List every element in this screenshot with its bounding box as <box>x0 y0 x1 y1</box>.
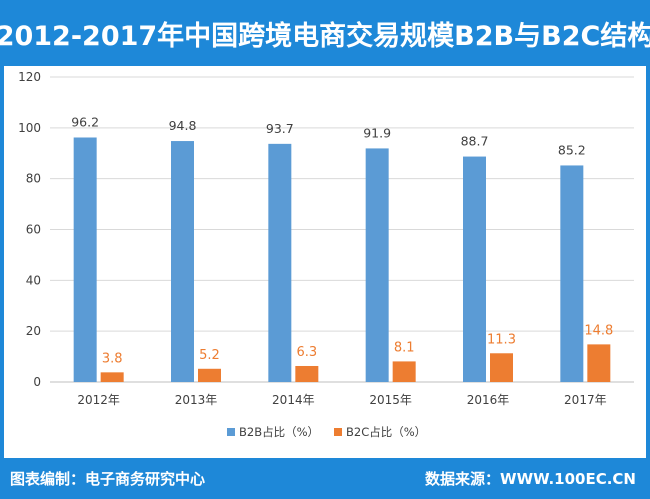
data-label-b2c: 3.8 <box>102 351 123 366</box>
data-label-b2c: 14.8 <box>584 323 613 338</box>
legend-label-b2b: B2B占比（%） <box>239 425 319 439</box>
y-tick-label: 80 <box>26 172 41 186</box>
bar-b2b-3 <box>365 148 389 382</box>
bar-b2b-1 <box>171 141 194 382</box>
data-label-b2b: 85.2 <box>558 142 586 157</box>
y-tick-label: 100 <box>18 121 41 135</box>
gridlines <box>50 76 634 383</box>
title-banner: 2012-2017年中国跨境电商交易规模B2B与B2C结构 <box>0 0 650 66</box>
x-tick-label: 2014年 <box>272 393 315 407</box>
legend: B2B占比（%） B2C占比（%） <box>227 425 426 439</box>
y-tick-label: 20 <box>26 324 41 338</box>
x-tick-label: 2016年 <box>467 393 510 407</box>
x-tick-label: 2017年 <box>564 393 607 407</box>
bar-b2c-3 <box>392 361 416 382</box>
y-tick-label: 40 <box>26 273 41 287</box>
data-label-b2b: 91.9 <box>363 125 391 140</box>
legend-swatch-b2b <box>227 428 235 436</box>
bar-chart: 0 20 40 60 80 100 120 96.2 3.8 94.8 5.2 93.7 6.3 91.… <box>18 70 634 439</box>
y-tick-label: 60 <box>26 223 41 237</box>
data-label-b2b: 94.8 <box>169 118 197 133</box>
chart-title: 2012-2017年中国跨境电商交易规模B2B与B2C结构 <box>0 20 650 52</box>
y-axis-ticks: 0 20 40 60 80 100 120 <box>18 70 41 389</box>
data-label-b2c: 5.2 <box>199 348 220 363</box>
bar-b2b-2 <box>268 143 292 382</box>
bar-b2c-4 <box>490 353 513 382</box>
data-label-b2c: 6.3 <box>296 345 317 360</box>
bar-b2b-4 <box>463 156 486 382</box>
footer-bar: 图表编制：电子商务研究中心 数据来源：WWW.100EC.CN <box>0 458 650 499</box>
y-tick-label: 120 <box>18 70 41 84</box>
data-labels: 96.2 3.8 94.8 5.2 93.7 6.3 91.9 8.1 88.7 11.3 85.2… <box>71 114 613 366</box>
legend-label-b2c: B2C占比（%） <box>346 425 426 439</box>
bar-b2c-1 <box>198 368 221 382</box>
bars <box>73 137 611 382</box>
data-label-b2c: 11.3 <box>487 332 516 347</box>
footer-credit: 图表编制：电子商务研究中心 <box>10 470 206 488</box>
x-tick-label: 2012年 <box>77 393 120 407</box>
data-label-b2c: 8.1 <box>394 340 415 355</box>
bar-b2b-5 <box>560 165 584 382</box>
x-tick-label: 2015年 <box>369 393 412 407</box>
data-label-b2b: 93.7 <box>266 121 294 136</box>
chart-area: 0 20 40 60 80 100 120 96.2 3.8 94.8 5.2 93.7 6.3 91.… <box>4 66 646 458</box>
bar-b2c-0 <box>100 372 124 382</box>
bar-b2c-5 <box>587 344 611 382</box>
x-tick-label: 2013年 <box>175 393 218 407</box>
data-label-b2b: 88.7 <box>461 134 489 149</box>
footer-source: 数据来源：WWW.100EC.CN <box>425 470 636 488</box>
y-tick-label: 0 <box>33 375 41 389</box>
bar-b2b-0 <box>73 137 97 382</box>
x-axis-ticks: 2012年 2013年 2014年 2015年 2016年 2017年 <box>77 393 606 407</box>
legend-swatch-b2c <box>334 428 342 436</box>
data-label-b2b: 96.2 <box>71 114 99 129</box>
bar-b2c-2 <box>295 365 319 382</box>
